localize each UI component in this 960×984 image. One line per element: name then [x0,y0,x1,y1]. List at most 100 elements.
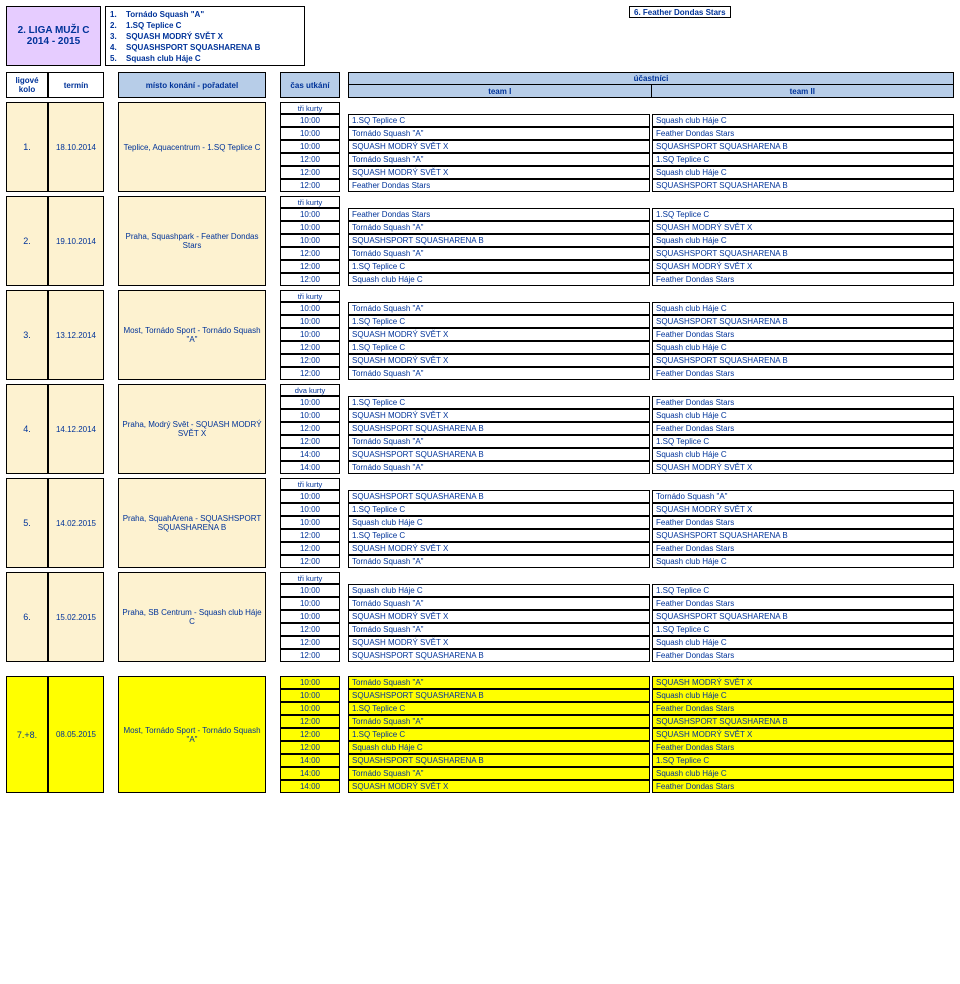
time-cell: 10:00 [280,302,340,315]
league-title: 2. LIGA MUŽI C 2014 - 2015 [6,6,101,66]
team1-cell: SQUASHSPORT SQUASHARENA B [348,234,650,247]
time-cell: 10:00 [280,234,340,247]
team2-cell: 1.SQ Teplice C [652,153,954,166]
round-place: Praha, Squashpark - Feather Dondas Stars [118,196,266,286]
team1-cell: SQUASH MODRÝ SVĚT X [348,542,650,555]
time-cell: 12:00 [280,542,340,555]
round-number: 7.+8. [6,676,48,793]
team1-cell: Squash club Háje C [348,273,650,286]
hdr-kolo: ligové kolo [6,72,48,98]
rounds-container: 1.18.10.2014Teplice, Aquacentrum - 1.SQ … [6,102,954,793]
team2-cell: Feather Dondas Stars [652,780,954,793]
time-cell: 10:00 [280,315,340,328]
time-cell: 14:00 [280,767,340,780]
team2-cell: SQUASH MODRÝ SVĚT X [652,461,954,474]
team2-cell: Feather Dondas Stars [652,396,954,409]
team2-cell: Feather Dondas Stars [652,328,954,341]
match-row: 10:00SQUASH MODRÝ SVĚT XSquash club Háje… [280,409,954,422]
time-cell: 12:00 [280,179,340,192]
round-date: 19.10.2014 [48,196,104,286]
league-line1: 2. LIGA MUŽI C [18,25,90,36]
time-cell: 10:00 [280,490,340,503]
team2-cell: Squash club Háje C [652,114,954,127]
round-place: Praha, SquahArena - SQUASHSPORT SQUASHAR… [118,478,266,568]
team2-cell: Feather Dondas Stars [652,597,954,610]
team1-cell: SQUASH MODRÝ SVĚT X [348,610,650,623]
time-cell: 10:00 [280,503,340,516]
time-cell: 12:00 [280,715,340,728]
teams-list: 1.Tornádo Squash "A"2.1.SQ Teplice C3.SQ… [105,6,305,66]
team2-cell: SQUASH MODRÝ SVĚT X [652,260,954,273]
round-date: 18.10.2014 [48,102,104,192]
team1-cell: Tornádo Squash "A" [348,623,650,636]
time-cell: 12:00 [280,741,340,754]
team1-cell: SQUASH MODRÝ SVĚT X [348,636,650,649]
hdr-team2: team II [652,85,954,98]
team2-cell: SQUASH MODRÝ SVĚT X [652,676,954,689]
match-row: 10:00Tornádo Squash "A"SQUASH MODRÝ SVĚT… [280,676,954,689]
round-number: 2. [6,196,48,286]
team2-cell: 1.SQ Teplice C [652,435,954,448]
team2-cell: SQUASH MODRÝ SVĚT X [652,728,954,741]
team1-cell: 1.SQ Teplice C [348,503,650,516]
team1-cell: 1.SQ Teplice C [348,341,650,354]
round-place: Praha, Modrý Svět - SQUASH MODRÝ SVĚT X [118,384,266,474]
round-number: 1. [6,102,48,192]
match-row: 12:00SQUASHSPORT SQUASHARENA BFeather Do… [280,649,954,662]
time-cell: 12:00 [280,247,340,260]
team1-cell: 1.SQ Teplice C [348,702,650,715]
hdr-uc-label: účastníci [349,73,953,85]
round-place: Most, Tornádo Sport - Tornádo Squash "A" [118,290,266,380]
team1-cell: Tornádo Squash "A" [348,221,650,234]
team1-cell: Tornádo Squash "A" [348,676,650,689]
time-cell: 10:00 [280,396,340,409]
time-cell: 10:00 [280,114,340,127]
team-6: 6. Feather Dondas Stars [629,6,731,18]
time-cell: 12:00 [280,728,340,741]
team2-cell: Squash club Háje C [652,767,954,780]
round-block: 3.13.12.2014Most, Tornádo Sport - Tornád… [6,290,954,380]
team1-cell: Squash club Háje C [348,741,650,754]
team2-cell: SQUASHSPORT SQUASHARENA B [652,247,954,260]
time-cell: 10:00 [280,610,340,623]
round-date: 13.12.2014 [48,290,104,380]
match-row: 10:001.SQ Teplice CSquash club Háje C [280,114,954,127]
team1-cell: 1.SQ Teplice C [348,728,650,741]
team1-cell: Tornádo Squash "A" [348,247,650,260]
team2-cell: SQUASHSPORT SQUASHARENA B [652,315,954,328]
team1-cell: SQUASHSPORT SQUASHARENA B [348,754,650,767]
team1-cell: Tornádo Squash "A" [348,767,650,780]
match-row: 14:00SQUASHSPORT SQUASHARENA BSquash clu… [280,448,954,461]
time-cell: 12:00 [280,422,340,435]
round-date: 14.12.2014 [48,384,104,474]
round-place: Most, Tornádo Sport - Tornádo Squash "A" [118,676,266,793]
time-cell: 12:00 [280,273,340,286]
team1-cell: Tornádo Squash "A" [348,715,650,728]
team2-cell: Feather Dondas Stars [652,273,954,286]
team2-cell: SQUASHSPORT SQUASHARENA B [652,715,954,728]
match-row: 12:00SQUASH MODRÝ SVĚT XSQUASHSPORT SQUA… [280,354,954,367]
match-row: 12:00Tornádo Squash "A"Squash club Háje … [280,555,954,568]
match-row: 12:00SQUASH MODRÝ SVĚT XSquash club Háje… [280,166,954,179]
time-cell: 12:00 [280,435,340,448]
team1-cell: SQUASH MODRÝ SVĚT X [348,780,650,793]
hdr-ucastnici: účastníci team I team II [348,72,954,98]
team1-cell: 1.SQ Teplice C [348,260,650,273]
time-cell: 12:00 [280,367,340,380]
time-cell: 10:00 [280,689,340,702]
team2-cell: 1.SQ Teplice C [652,208,954,221]
match-row: 12:00Squash club Háje CFeather Dondas St… [280,741,954,754]
team1-cell: Tornádo Squash "A" [348,555,650,568]
team2-cell: SQUASHSPORT SQUASHARENA B [652,354,954,367]
match-row: 14:00SQUASHSPORT SQUASHARENA B1.SQ Tepli… [280,754,954,767]
team1-cell: Tornádo Squash "A" [348,302,650,315]
match-row: 12:00SQUASH MODRÝ SVĚT XSquash club Háje… [280,636,954,649]
team2-cell: SQUASH MODRÝ SVĚT X [652,221,954,234]
match-row: 12:00 1.SQ Teplice CSQUASH MODRÝ SVĚT X [280,728,954,741]
team2-cell: SQUASHSPORT SQUASHARENA B [652,529,954,542]
team2-cell: Squash club Háje C [652,341,954,354]
kurty-cell: tři kurty [280,196,340,208]
match-row: 12:00Tornádo Squash "A"1.SQ Teplice C [280,153,954,166]
team2-cell: Squash club Háje C [652,448,954,461]
match-row: 12:00Tornádo Squash "A"1.SQ Teplice C [280,435,954,448]
